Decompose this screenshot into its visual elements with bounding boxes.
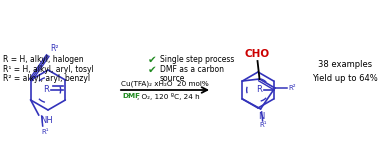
Text: R¹: R¹ [260, 122, 267, 128]
Text: R: R [43, 86, 49, 95]
Text: ✔: ✔ [148, 55, 157, 65]
Text: R²: R² [50, 44, 58, 53]
Text: R¹: R¹ [41, 129, 48, 135]
Text: R² = alkyl, aryl, benzyl: R² = alkyl, aryl, benzyl [3, 74, 90, 83]
Text: Cu(TFA)₂ xH₂O  20 mol%: Cu(TFA)₂ xH₂O 20 mol% [121, 80, 209, 87]
Text: R = H, alkyl, halogen: R = H, alkyl, halogen [3, 55, 84, 64]
Text: N: N [259, 112, 265, 121]
Text: R²: R² [289, 85, 296, 91]
Text: NH: NH [40, 116, 53, 125]
Text: , O₂, 120 ºC, 24 h: , O₂, 120 ºC, 24 h [137, 93, 200, 100]
Text: R¹ = H, alkyl, aryl, tosyl: R¹ = H, alkyl, aryl, tosyl [3, 64, 94, 73]
Text: source: source [160, 74, 185, 83]
Text: Single step process: Single step process [160, 55, 234, 64]
Text: DMF as a carbon: DMF as a carbon [160, 64, 224, 73]
Text: ✔: ✔ [148, 64, 157, 75]
Text: CHO: CHO [245, 49, 270, 59]
Text: 38 examples
Yield up to 64%: 38 examples Yield up to 64% [312, 60, 378, 83]
Text: R: R [256, 86, 262, 95]
Text: DMF: DMF [122, 93, 140, 99]
